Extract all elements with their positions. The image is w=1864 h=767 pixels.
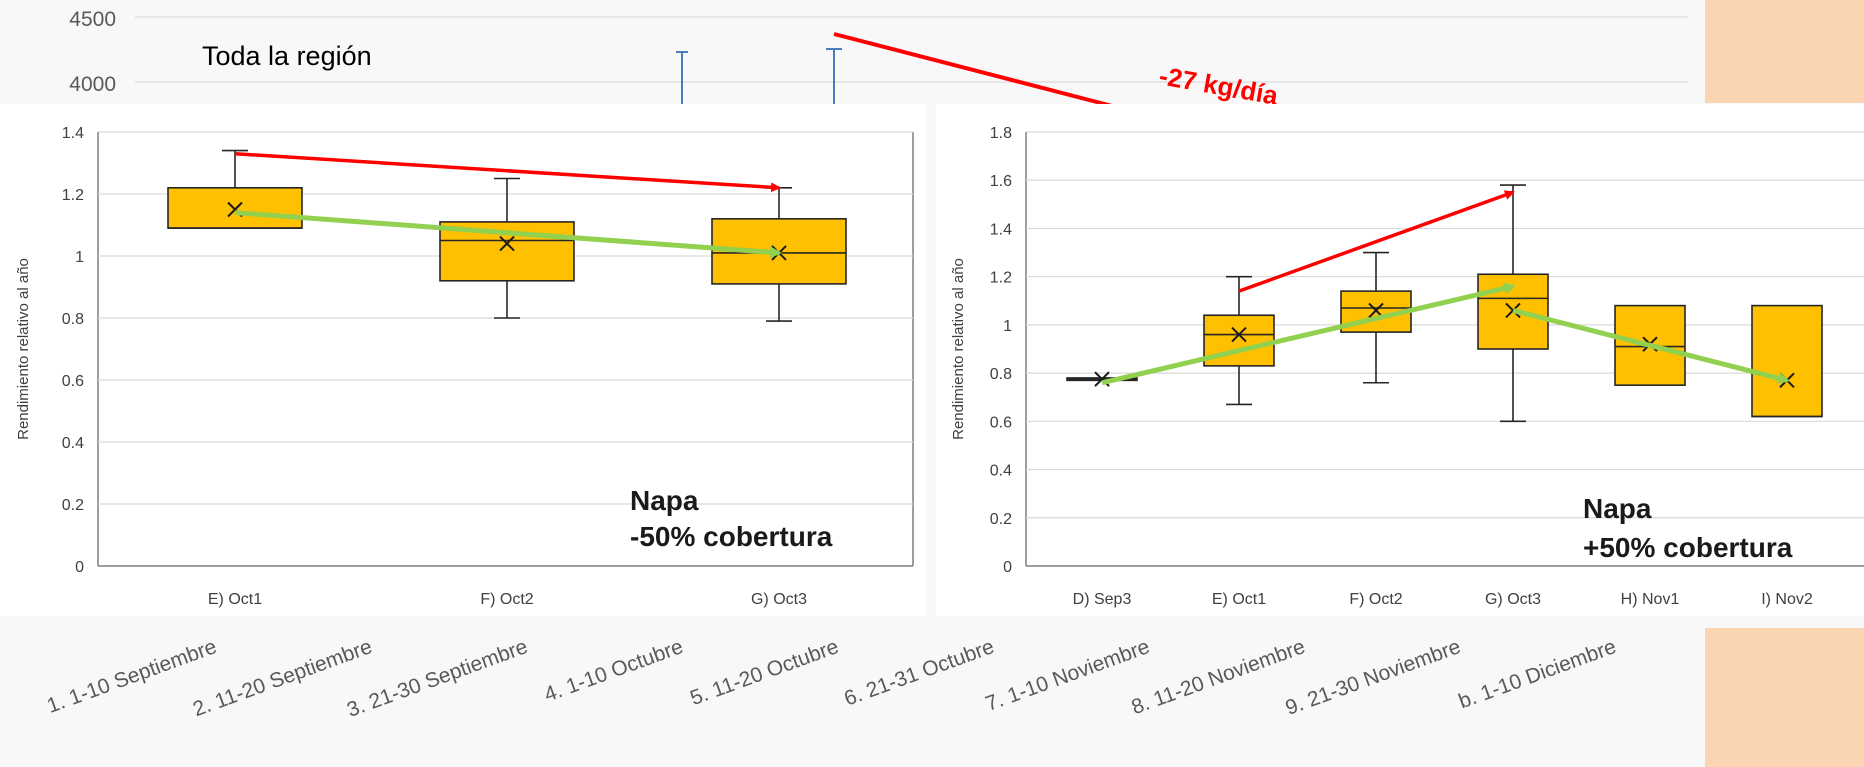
mean-marker — [499, 235, 515, 252]
x-tick-label-1: D) Sep3 — [1073, 591, 1132, 608]
x-tick-label-4: G) Oct3 — [1485, 591, 1541, 608]
chart-right: Rendimiento relativo al año 0 0.2 0.4 0.6 0.… — [936, 104, 1864, 616]
box-iqr — [167, 187, 303, 229]
chart-left-annotation-line1: Napa — [630, 485, 699, 516]
bg-x-category-7: 7. 1-10 Noviembre — [983, 635, 1153, 716]
y-tick-label-0.6: 0.6 — [990, 414, 1012, 431]
bg-x-category-4: 4. 1-10 Octubre — [541, 635, 686, 707]
trend-arrow-green-1 — [234, 210, 782, 259]
x-tick-label-6: I) Nov2 — [1761, 591, 1813, 608]
x-tick-label-1: E) Oct1 — [208, 591, 262, 608]
x-tick-label-2: E) Oct1 — [1212, 591, 1266, 608]
y-tick-label-0.6: 0.6 — [62, 373, 84, 390]
bg-x-category-5: 5. 11-20 Octubre — [687, 635, 842, 710]
chart-left-annotation-line2: -50% cobertura — [630, 521, 833, 552]
box-e-oct1 — [167, 149, 303, 229]
y-tick-label-0.4: 0.4 — [990, 463, 1012, 480]
y-tick-label-0: 0 — [75, 559, 84, 576]
box-iqr — [1751, 304, 1823, 418]
x-tick-label-2: F) Oct2 — [480, 591, 533, 608]
bg-x-category-10: b. 1-10 Diciembre — [1456, 635, 1620, 713]
y-tick-label-1.6: 1.6 — [990, 173, 1012, 190]
chart-left: Rendimiento relativo al año 0 0.2 0.4 0.6 0.… — [0, 104, 926, 616]
bg-ytick-4500: 4500 — [69, 8, 116, 31]
bg-x-category-8: 8. 11-20 Noviembre — [1128, 635, 1308, 719]
trend-arrow-red — [1238, 190, 1515, 293]
y-tick-label-0.2: 0.2 — [990, 511, 1012, 528]
y-tick-label-0.8: 0.8 — [62, 311, 84, 328]
chart-left-ylabel: Rendimiento relativo al año — [15, 258, 32, 440]
y-tick-label-1: 1 — [1003, 318, 1012, 335]
chart-left-plot: 0 0.2 0.4 0.6 0.8 1 1.2 1.4 E) Oct1 F) Oct2 G) Oct… — [62, 125, 913, 608]
bg-inset-label: Toda la región — [202, 41, 372, 71]
bg-x-category-6: 6. 21-31 Octubre — [841, 635, 997, 711]
peach-panel-bottom — [1705, 628, 1864, 767]
y-tick-label-1.8: 1.8 — [990, 125, 1012, 142]
bg-ytick-4000: 4000 — [69, 73, 116, 96]
box-i-nov2 — [1751, 304, 1823, 418]
trend-arrow-red — [234, 151, 781, 193]
x-tick-label-5: H) Nov1 — [1621, 591, 1680, 608]
y-tick-label-1.4: 1.4 — [990, 221, 1012, 238]
y-tick-label-1: 1 — [75, 249, 84, 266]
chart-right-plot: 0 0.2 0.4 0.6 0.8 1 1.2 1.4 1.6 1.8 D) Sep3 E) Oct1… — [990, 125, 1864, 608]
y-tick-label-0.4: 0.4 — [62, 435, 84, 452]
y-tick-label-1.2: 1.2 — [990, 270, 1012, 287]
mean-marker — [1505, 302, 1521, 319]
trend-arrow-green-2 — [1512, 307, 1790, 384]
chart-right-ylabel: Rendimiento relativo al año — [950, 258, 967, 440]
y-tick-label-0.8: 0.8 — [990, 366, 1012, 383]
y-tick-label-0.2: 0.2 — [62, 497, 84, 514]
x-tick-label-3: G) Oct3 — [751, 591, 807, 608]
chart-right-annotation-line2: +50% cobertura — [1583, 532, 1793, 563]
y-tick-label-1.4: 1.4 — [62, 125, 84, 142]
bg-x-category-9: 9. 21-30 Noviembre — [1283, 635, 1464, 720]
bg-red-trend — [833, 32, 1121, 110]
x-tick-label-3: F) Oct2 — [1349, 591, 1402, 608]
y-tick-label-1.2: 1.2 — [62, 187, 84, 204]
bg-whisker-2 — [826, 48, 842, 104]
bg-annotation: -27 kg/día — [1157, 60, 1281, 110]
bg-whisker-1 — [676, 51, 688, 104]
chart-right-annotation-line1: Napa — [1583, 493, 1652, 524]
peach-panel-top — [1705, 0, 1864, 103]
y-tick-label-0: 0 — [1003, 559, 1012, 576]
trend-arrow-green-1 — [1101, 282, 1516, 386]
box-iqr — [1614, 304, 1686, 386]
mean-marker — [1231, 326, 1247, 343]
